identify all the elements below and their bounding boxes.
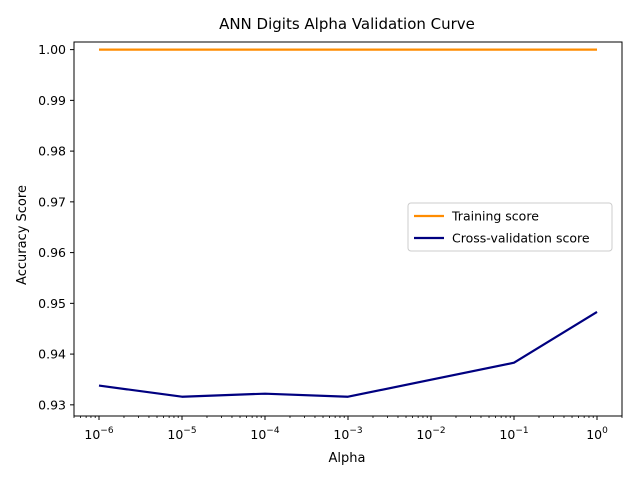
legend-label-0: Training score — [451, 209, 539, 224]
y-tick-label: 0.94 — [38, 347, 66, 362]
x-tick-label: 100 — [586, 426, 608, 442]
x-tick-label: 10−5 — [167, 426, 196, 442]
legend-label-1: Cross-validation score — [452, 231, 590, 246]
legend: Training score Cross-validation score — [407, 202, 613, 252]
y-tick-label: 1.00 — [38, 42, 66, 57]
x-tick-label: 10−4 — [250, 426, 279, 442]
chart-title: ANN Digits Alpha Validation Curve — [219, 15, 475, 33]
y-tick-label: 0.95 — [38, 296, 66, 311]
plot-area: 0.93 0.94 0.95 0.96 0.97 0.98 0.99 1.00 10−6 10−5… — [38, 41, 623, 442]
y-tick-label: 0.96 — [38, 245, 66, 260]
y-tick-label: 0.93 — [38, 397, 66, 412]
x-tick-label: 10−2 — [416, 426, 445, 442]
x-tick-label: 10−6 — [84, 426, 113, 442]
series-line-1 — [98, 311, 598, 398]
y-axis-label: Accuracy Score — [15, 185, 30, 285]
x-tick-label: 10−3 — [333, 426, 362, 442]
y-tick-label: 0.98 — [38, 144, 66, 159]
x-tick-label: 10−1 — [499, 426, 528, 442]
legend-box — [407, 202, 613, 252]
y-tick-label: 0.99 — [38, 93, 66, 108]
x-axis-label: Alpha — [329, 451, 366, 466]
y-tick-label: 0.97 — [38, 194, 66, 209]
